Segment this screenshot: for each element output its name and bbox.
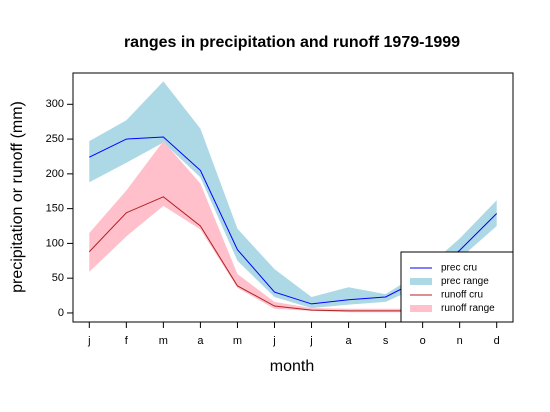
x-tick-label: f <box>125 335 129 347</box>
x-tick-label: j <box>272 335 275 347</box>
x-tick-label: a <box>197 335 204 347</box>
y-tick-label: 150 <box>46 203 64 215</box>
legend-label: prec cru <box>441 263 477 274</box>
x-tick-label: d <box>494 335 500 347</box>
y-tick-label: 200 <box>46 168 64 180</box>
x-tick-label: j <box>309 335 312 347</box>
legend-label: runoff cru <box>441 290 483 301</box>
y-tick-label: 100 <box>46 237 64 249</box>
legend-label: runoff range <box>441 303 495 314</box>
x-tick-label: s <box>383 335 389 347</box>
x-tick-label: j <box>87 335 90 347</box>
x-axis-title: month <box>270 358 314 375</box>
x-tick-label: o <box>420 335 426 347</box>
y-tick-label: 300 <box>46 98 64 110</box>
range-band <box>89 141 497 313</box>
y-tick-label: 0 <box>58 307 64 319</box>
y-tick-label: 50 <box>52 272 64 284</box>
range-band <box>89 81 497 309</box>
x-tick-label: a <box>345 335 352 347</box>
x-tick-label: m <box>233 335 242 347</box>
legend-label: prec range <box>441 276 489 287</box>
chart-title: ranges in precipitation and runoff 1979-… <box>124 34 460 51</box>
y-tick-label: 250 <box>46 133 64 145</box>
plot-border <box>72 72 514 323</box>
y-axis-title: precipitation or runoff (mm) <box>9 101 26 293</box>
x-tick-label: n <box>457 335 463 347</box>
x-tick-label: m <box>159 335 168 347</box>
